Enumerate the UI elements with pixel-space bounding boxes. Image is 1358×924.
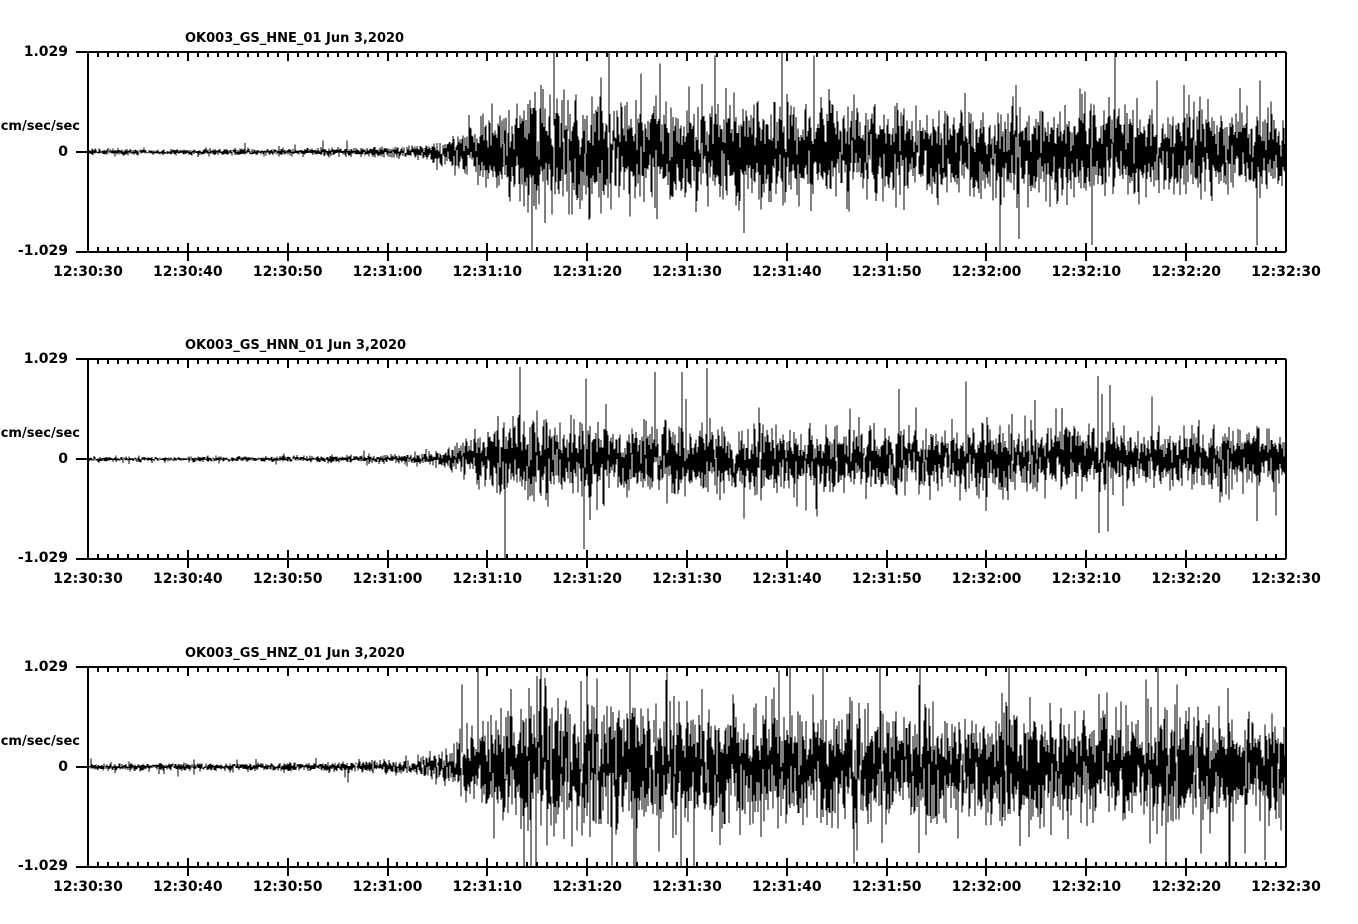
x-axis-tick-label: 12:32:30 bbox=[1251, 879, 1321, 895]
x-axis-tick-label: 12:32:00 bbox=[951, 571, 1022, 587]
x-axis-tick-label: 12:31:40 bbox=[752, 264, 822, 280]
y-axis-min-label-hnn: -1.029 bbox=[17, 550, 68, 566]
x-axis-tick-label: 12:31:10 bbox=[452, 264, 523, 280]
x-axis-tick-label: 12:31:10 bbox=[452, 571, 523, 587]
x-axis-tick-label: 12:30:50 bbox=[252, 879, 323, 895]
seismogram-panel-hne: OK003_GS_HNE_01 Jun 3,2020 1.029 cm/sec/… bbox=[0, 0, 1358, 300]
x-axis-tick-label: 12:30:30 bbox=[53, 571, 123, 587]
x-axis-tick-label: 12:30:50 bbox=[252, 264, 323, 280]
x-axis-tick-label: 12:31:30 bbox=[652, 879, 722, 895]
panel-title-hne: OK003_GS_HNE_01 Jun 3,2020 bbox=[185, 31, 405, 46]
x-axis-tick-label: 12:30:40 bbox=[153, 879, 223, 895]
x-axis-tick-label: 12:31:50 bbox=[851, 264, 922, 280]
plot-axes bbox=[76, 666, 1287, 876]
panel-title-hnz: OK003_GS_HNZ_01 Jun 3,2020 bbox=[185, 646, 405, 661]
x-axis-tick-label: 12:31:00 bbox=[352, 571, 423, 587]
y-axis-min-label-hne: -1.029 bbox=[17, 243, 68, 259]
y-axis-unit-label-hnn: cm/sec/sec bbox=[0, 426, 80, 441]
y-axis-unit-label-hne: cm/sec/sec bbox=[0, 119, 80, 134]
x-axis-tick-label: 12:32:20 bbox=[1151, 571, 1221, 587]
x-axis-tick-label: 12:31:30 bbox=[652, 571, 722, 587]
x-axis-tick-label: 12:31:40 bbox=[752, 571, 822, 587]
waveform-plot-hne bbox=[76, 51, 1287, 261]
x-axis-tick-label: 12:32:10 bbox=[1051, 264, 1122, 280]
waveform-trace bbox=[87, 53, 1286, 251]
x-axis-tick-label: 12:32:10 bbox=[1051, 571, 1122, 587]
x-axis-tick-label: 12:30:40 bbox=[153, 264, 223, 280]
x-axis-tick-label: 12:31:30 bbox=[652, 264, 722, 280]
x-axis-tick-label: 12:31:00 bbox=[352, 879, 423, 895]
x-axis-tick-label: 12:32:00 bbox=[951, 879, 1022, 895]
x-axis-tick-label: 12:30:30 bbox=[53, 264, 123, 280]
panel-title-hnn: OK003_GS_HNN_01 Jun 3,2020 bbox=[185, 338, 407, 353]
x-axis-tick-label: 12:32:30 bbox=[1251, 264, 1321, 280]
x-axis-tick-label: 12:31:20 bbox=[552, 879, 622, 895]
waveform-trace bbox=[87, 668, 1286, 866]
y-axis-max-label-hnz: 1.029 bbox=[23, 659, 68, 675]
x-axis-tick-label: 12:30:50 bbox=[252, 571, 323, 587]
seismogram-panel-hnz: OK003_GS_HNZ_01 Jun 3,2020 1.029 cm/sec/… bbox=[0, 615, 1358, 915]
x-axis-tick-label: 12:32:20 bbox=[1151, 879, 1221, 895]
seismogram-panel-hnn: OK003_GS_HNN_01 Jun 3,2020 1.029 cm/sec/… bbox=[0, 307, 1358, 607]
waveform-trace bbox=[87, 366, 1286, 558]
y-axis-zero-label-hnn: 0 bbox=[58, 451, 68, 467]
y-axis-min-label-hnz: -1.029 bbox=[17, 858, 68, 874]
plot-axes bbox=[76, 51, 1287, 261]
y-axis-max-label-hnn: 1.029 bbox=[23, 351, 68, 367]
waveform-plot-hnz bbox=[76, 666, 1287, 876]
waveform-plot-hnn bbox=[76, 358, 1287, 568]
y-axis-zero-label-hne: 0 bbox=[58, 144, 68, 160]
x-axis-tick-label: 12:32:30 bbox=[1251, 571, 1321, 587]
y-axis-unit-label-hnz: cm/sec/sec bbox=[0, 734, 80, 749]
y-axis-max-label-hne: 1.029 bbox=[23, 44, 68, 60]
x-axis-tick-label: 12:32:20 bbox=[1151, 264, 1221, 280]
x-axis-tick-label: 12:32:00 bbox=[951, 264, 1022, 280]
y-axis-zero-label-hnz: 0 bbox=[58, 759, 68, 775]
plot-axes bbox=[76, 358, 1287, 568]
x-axis-tick-label: 12:31:20 bbox=[552, 264, 622, 280]
x-axis-tick-label: 12:31:00 bbox=[352, 264, 423, 280]
x-axis-tick-label: 12:30:30 bbox=[53, 879, 123, 895]
x-axis-tick-label: 12:31:10 bbox=[452, 879, 523, 895]
x-axis-tick-label: 12:31:50 bbox=[851, 879, 922, 895]
x-axis-tick-label: 12:31:20 bbox=[552, 571, 622, 587]
x-axis-tick-label: 12:32:10 bbox=[1051, 879, 1122, 895]
x-axis-tick-label: 12:31:40 bbox=[752, 879, 822, 895]
x-axis-tick-label: 12:30:40 bbox=[153, 571, 223, 587]
x-axis-tick-label: 12:31:50 bbox=[851, 571, 922, 587]
